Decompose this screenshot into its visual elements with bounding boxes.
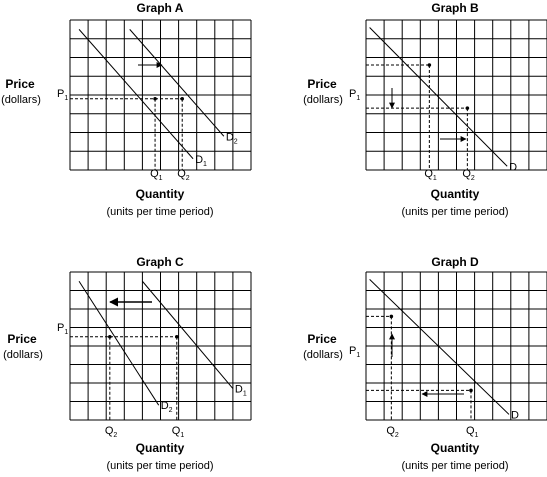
- curve-label: D1: [195, 154, 207, 168]
- equilibrium-point: [427, 63, 432, 67]
- graph-title: Graph D: [431, 255, 479, 269]
- curve-label: D1: [235, 384, 247, 398]
- x-axis-label: Quantity: [431, 441, 480, 455]
- y-axis-label: Price: [7, 332, 37, 346]
- graph-d: Graph D Price (dollars) Quantity (units per …: [303, 255, 547, 472]
- grid: [365, 19, 547, 171]
- price-label: P1: [57, 88, 68, 102]
- quantity-label: Q1: [150, 168, 163, 182]
- equilibrium-point: [108, 334, 112, 339]
- y-axis-label: Price: [307, 77, 337, 91]
- grid: [365, 271, 547, 421]
- price-label: P1: [349, 88, 360, 102]
- graph-b: Graph B Price (dollars) Quantity (units per …: [303, 1, 547, 218]
- quantity-label: Q1: [424, 168, 437, 182]
- y-axis-label: Price: [307, 332, 337, 346]
- demand-curve: [142, 280, 234, 389]
- demand-curve: [369, 279, 510, 415]
- demand-curve: [129, 29, 225, 137]
- curve-label: D2: [161, 400, 173, 414]
- price-label: P1: [349, 345, 360, 359]
- x-axis-unit: (units per time period): [107, 206, 214, 218]
- grid: [69, 19, 252, 171]
- curve-label: D: [509, 161, 517, 173]
- y-axis-unit: (dollars): [303, 94, 343, 106]
- x-axis-unit: (units per time period): [107, 460, 214, 472]
- y-axis-unit: (dollars): [3, 349, 43, 361]
- graph-title: Graph A: [137, 1, 184, 15]
- curve-label: D: [511, 409, 519, 421]
- demand-curve: [369, 27, 508, 167]
- quantity-label: Q2: [177, 168, 190, 182]
- grid: [69, 271, 252, 421]
- x-axis-unit: (units per time period): [402, 206, 509, 218]
- equilibrium-point: [389, 314, 394, 319]
- graph-title: Graph B: [431, 1, 479, 15]
- price-label: P1: [57, 322, 68, 336]
- y-axis-unit: (dollars): [303, 349, 343, 361]
- quantity-label: Q2: [105, 425, 118, 439]
- x-axis-unit: (units per time period): [402, 460, 509, 472]
- equilibrium-point: [469, 388, 473, 393]
- curve-label: D2: [226, 131, 238, 145]
- graph-c: Graph C Price (dollars) Quantity (units per …: [3, 255, 252, 472]
- x-axis-label: Quantity: [136, 187, 185, 201]
- quantity-label: Q1: [172, 425, 185, 439]
- demand-curve: [78, 29, 194, 160]
- graph-title: Graph C: [136, 255, 184, 269]
- quantity-label: Q2: [386, 425, 399, 439]
- y-axis-unit: (dollars): [1, 94, 41, 106]
- x-axis-label: Quantity: [136, 441, 185, 455]
- equilibrium-point: [174, 334, 179, 339]
- demand-curve: [78, 280, 160, 406]
- quantity-label: Q2: [462, 168, 475, 182]
- y-axis-label: Price: [5, 77, 35, 91]
- quantity-label: Q1: [466, 425, 479, 439]
- graph-a: Graph A Price (dollars) Quantity (units per …: [1, 1, 252, 218]
- x-axis-label: Quantity: [431, 187, 480, 201]
